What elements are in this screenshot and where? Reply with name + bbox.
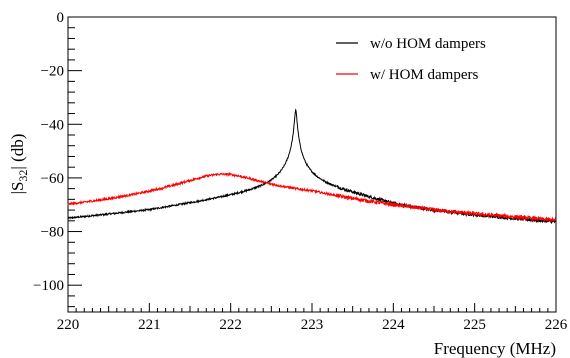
x-tick-label: 222: [219, 317, 242, 333]
y-axis-title: |S32| (db): [8, 134, 30, 195]
x-tick-label: 220: [57, 317, 80, 333]
x-tick-label: 221: [138, 317, 161, 333]
x-axis-title: Frequency (MHz): [434, 339, 556, 358]
y-tick-label: −60: [41, 171, 64, 187]
x-tick-label: 225: [463, 317, 486, 333]
x-tick-label: 226: [545, 317, 568, 333]
y-tick-label: −80: [41, 225, 64, 241]
y-tick-label: −40: [41, 117, 64, 133]
y-tick-label: −20: [41, 64, 64, 80]
y-axis-title-subscript: 32: [16, 170, 30, 182]
plot-area: [68, 17, 556, 312]
y-axis-title-prefix: |S: [8, 182, 27, 195]
y-tick-label: −100: [33, 278, 64, 294]
y-tick-label: 0: [57, 10, 65, 26]
legend-label-wo-hom: w/o HOM dampers: [370, 36, 486, 52]
x-tick-label: 223: [301, 317, 324, 333]
plot-frame: [68, 17, 556, 312]
y-axis-title-suffix: | (db): [8, 134, 27, 170]
x-tick-label: 224: [382, 317, 405, 333]
legend-label-w-hom: w/ HOM dampers: [370, 67, 478, 83]
